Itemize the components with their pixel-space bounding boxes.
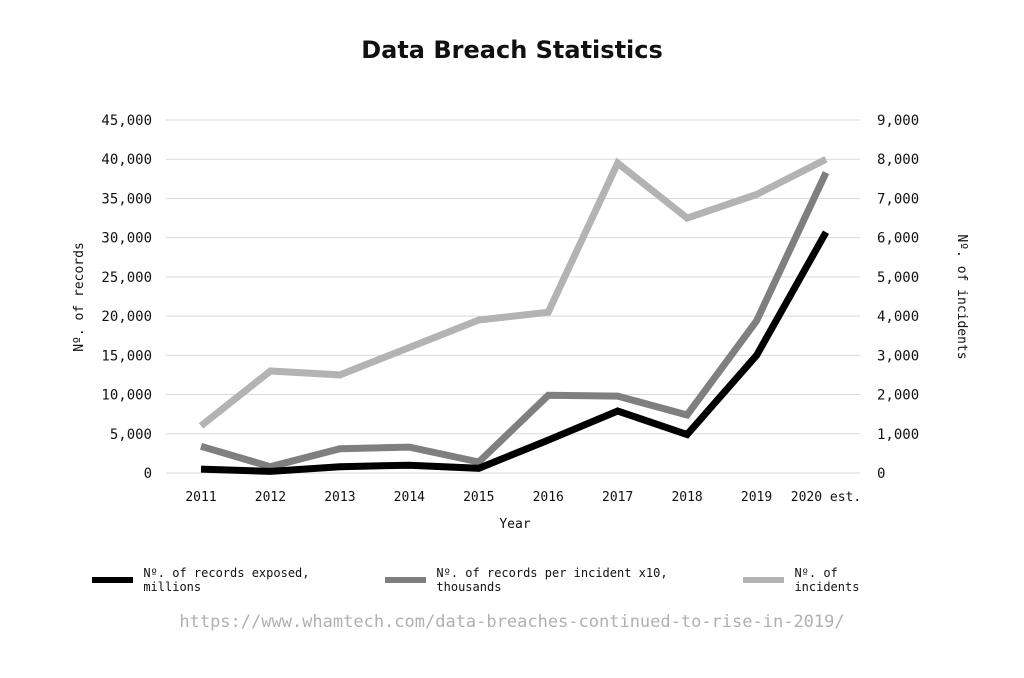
- left-y-axis-ticks: 0 5,000 10,000 15,000 20,000 25,000 30,000 35,0…: [101, 113, 152, 482]
- x-axis-label: Year: [499, 517, 530, 532]
- chart-title: Data Breach Statistics: [361, 36, 663, 64]
- right-y-tick-label: 9,000: [877, 113, 919, 129]
- x-tick-label: 2016: [533, 490, 564, 505]
- legend-label: Nº. of incidents: [794, 566, 860, 594]
- x-tick-label: 2012: [255, 490, 286, 505]
- left-y-tick-label: 35,000: [101, 191, 152, 207]
- left-y-tick-label: 25,000: [101, 270, 152, 286]
- right-y-tick-label: 3,000: [877, 348, 919, 364]
- right-y-tick-label: 2,000: [877, 388, 919, 404]
- left-y-tick-label: 0: [144, 466, 152, 482]
- left-y-tick-label: 30,000: [101, 231, 152, 247]
- series-line-1: [200, 171, 830, 471]
- x-tick-label: 2015: [463, 490, 494, 505]
- right-y-tick-label: 7,000: [877, 191, 919, 207]
- x-tick-label: 2014: [394, 490, 425, 505]
- left-y-axis-label: Nº. of records: [72, 242, 87, 352]
- right-y-tick-label: 1,000: [877, 427, 919, 443]
- left-y-tick-label: 5,000: [110, 427, 152, 443]
- series-line-2: [198, 156, 828, 429]
- x-tick-label: 2013: [324, 490, 355, 505]
- x-tick-label: 2018: [671, 490, 702, 505]
- left-y-tick-label: 40,000: [101, 152, 152, 168]
- right-y-axis-label: Nº. of incidents: [954, 234, 969, 359]
- left-y-tick-label: 45,000: [101, 113, 152, 129]
- x-axis-ticks: 2011 2012 2013 2014 2015 2016 2017 2018 2019 2020…: [185, 490, 861, 505]
- x-tick-label: 2011: [185, 490, 216, 505]
- right-y-tick-label: 4,000: [877, 309, 919, 325]
- legend-swatch-dark-gray: [385, 577, 427, 583]
- legend-swatch-black: [92, 577, 134, 583]
- legend-item-records-per-incident: Nº. of records per incident x10, thousan…: [385, 566, 709, 594]
- left-y-tick-label: 15,000: [101, 348, 152, 364]
- legend-item-incidents: Nº. of incidents: [743, 566, 898, 594]
- right-y-axis-ticks: 0 1,000 2,000 3,000 4,000 5,000 6,000 7,000 8,00…: [877, 113, 919, 482]
- legend: Nº. of records exposed, millions Nº. of …: [92, 566, 932, 594]
- right-y-tick-label: 8,000: [877, 152, 919, 168]
- source-url: https://www.whamtech.com/data-breaches-c…: [179, 612, 845, 632]
- right-y-tick-label: 0: [877, 466, 885, 482]
- legend-swatch-light-gray: [743, 577, 785, 583]
- series-line-0: [200, 230, 830, 475]
- x-tick-label: 2020 est.: [791, 490, 861, 505]
- left-y-tick-label: 10,000: [101, 388, 152, 404]
- grid-lines: [166, 119, 860, 474]
- right-y-tick-label: 6,000: [877, 231, 919, 247]
- series-lines: [198, 156, 830, 475]
- x-tick-label: 2019: [741, 490, 772, 505]
- legend-label: Nº. of records exposed, millions: [143, 566, 310, 594]
- x-tick-label: 2017: [602, 490, 633, 505]
- legend-label: Nº. of records per incident x10, thousan…: [436, 566, 668, 594]
- left-y-tick-label: 20,000: [101, 309, 152, 325]
- right-y-tick-label: 5,000: [877, 270, 919, 286]
- legend-item-records-exposed: Nº. of records exposed, millions: [92, 566, 351, 594]
